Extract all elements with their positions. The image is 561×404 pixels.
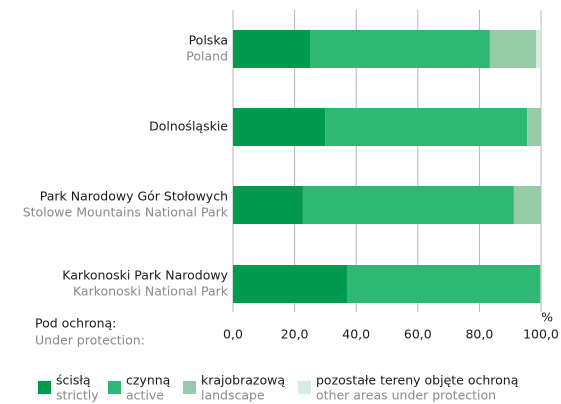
x-tick-label: 80,0 bbox=[465, 327, 493, 342]
legend-label: pozostałe tereny objęte ochroną bbox=[316, 373, 519, 388]
x-tick-label: 40,0 bbox=[342, 327, 370, 342]
bar-segment bbox=[233, 30, 310, 68]
x-tick-label: 20,0 bbox=[281, 327, 309, 342]
legend-title-translation: Under protection: bbox=[35, 333, 145, 348]
bar-segment bbox=[527, 108, 541, 146]
x-tick-label: 0,0 bbox=[223, 327, 243, 342]
category-label: Polska bbox=[189, 33, 228, 48]
category-label: Karkonoski Park Narodowy bbox=[62, 268, 228, 283]
category-translation: Karkonoski National Park bbox=[73, 284, 229, 299]
category-translation: Stolowe Mountains National Park bbox=[23, 205, 229, 220]
legend-label: czynną bbox=[126, 373, 171, 388]
bar-segment bbox=[233, 265, 347, 303]
x-tick-label: 100,0 bbox=[523, 327, 559, 342]
category-label: Park Narodowy Gór Stołowych bbox=[40, 189, 228, 204]
bar-segment bbox=[233, 108, 326, 146]
bar-segment bbox=[513, 186, 541, 224]
category-label: Dolnośląskie bbox=[149, 119, 228, 134]
legend-label-translation: other areas under protection bbox=[316, 388, 496, 403]
legend-label-translation: landscape bbox=[201, 388, 265, 403]
legend-label: ścisłą bbox=[56, 373, 91, 388]
bar-segment bbox=[325, 108, 528, 146]
x-tick-label: 60,0 bbox=[404, 327, 432, 342]
legend-label-translation: active bbox=[126, 388, 164, 403]
bar-segment bbox=[346, 265, 541, 303]
bar-segment bbox=[310, 30, 490, 68]
category-translation: Poland bbox=[186, 49, 228, 64]
bar-segment bbox=[536, 30, 541, 68]
legend-swatch bbox=[38, 381, 51, 394]
legend-swatch bbox=[108, 381, 121, 394]
bar-segment bbox=[233, 186, 303, 224]
legend-swatch bbox=[183, 381, 196, 394]
bar-segment bbox=[489, 30, 537, 68]
legend-title: Pod ochroną: bbox=[35, 316, 116, 331]
legend-swatch bbox=[298, 381, 311, 394]
legend-label-translation: strictly bbox=[56, 388, 99, 403]
x-unit: % bbox=[541, 310, 553, 325]
bar-segment bbox=[540, 265, 541, 303]
legend-label: krajobrazową bbox=[201, 373, 285, 388]
bar-segment bbox=[302, 186, 514, 224]
